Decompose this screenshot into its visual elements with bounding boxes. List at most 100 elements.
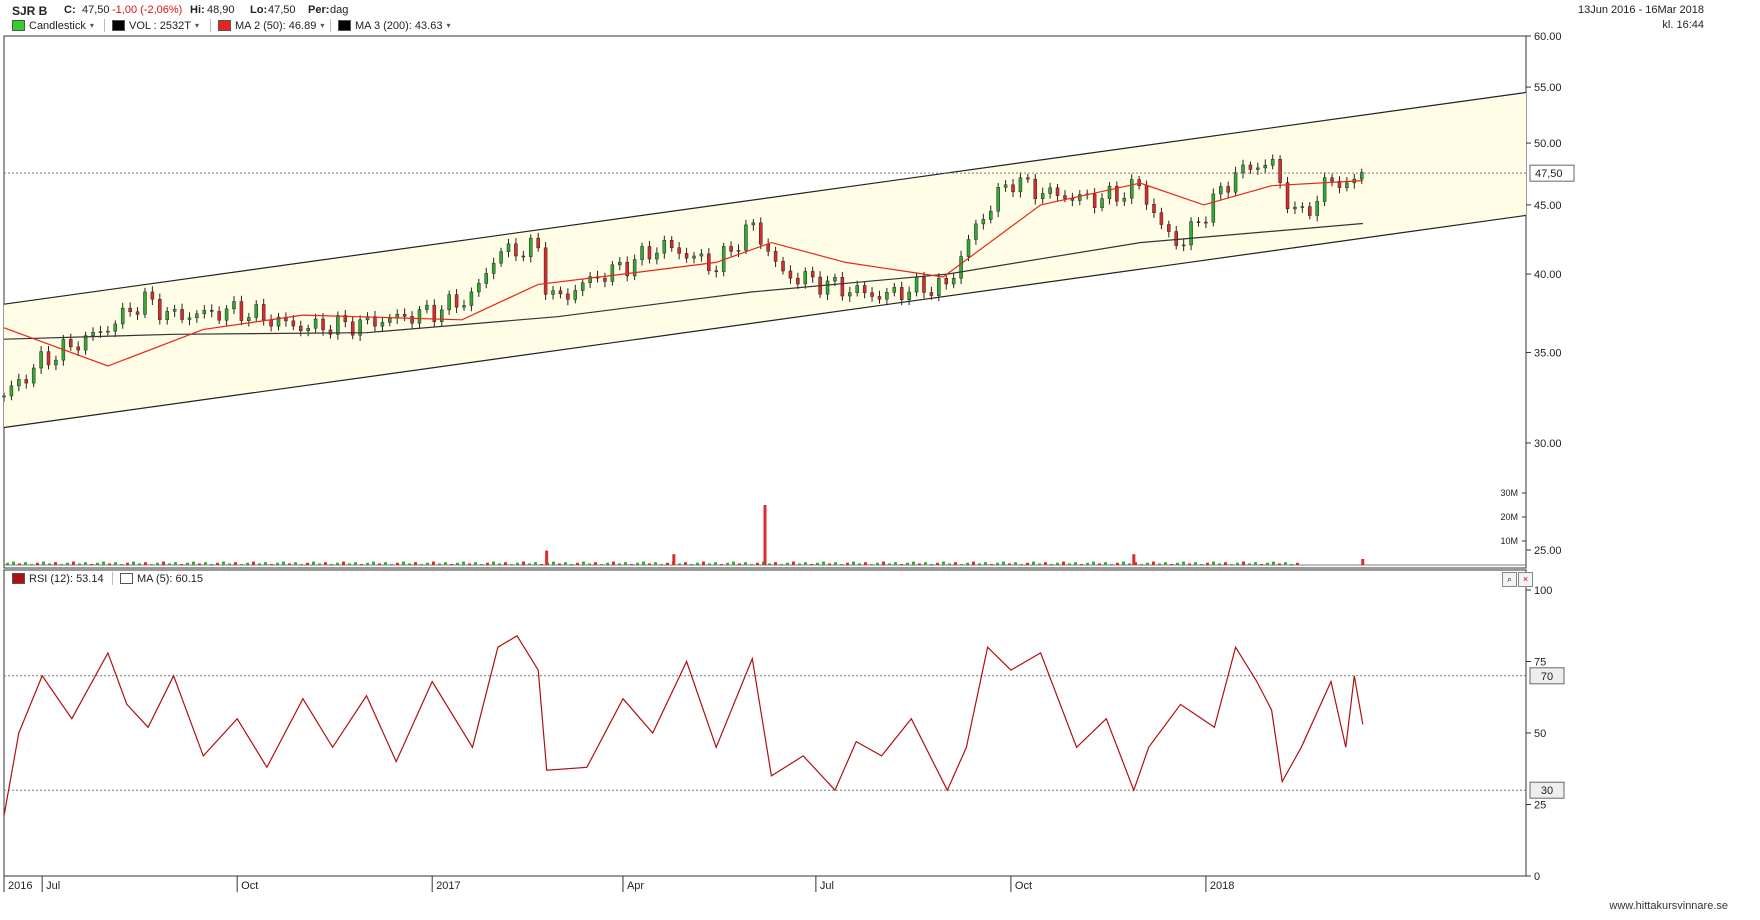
candle-body — [618, 261, 622, 266]
volume-bar — [444, 562, 447, 565]
ticker-label: SJR B — [12, 4, 48, 18]
candle-body — [417, 309, 422, 324]
volume-bar — [738, 563, 741, 565]
rsi-level-tag — [1529, 667, 1565, 685]
volume-bar — [582, 561, 585, 565]
volume-tick-label: 10M — [1500, 536, 1518, 546]
volume-bar — [180, 564, 183, 565]
legend-ma50[interactable]: MA 2 (50): 46.89 ▾ — [218, 19, 324, 32]
volume-bar — [714, 562, 717, 565]
candle-body — [373, 316, 377, 327]
candlestick-swatch — [12, 20, 25, 31]
time-label: kl. 16:44 — [1662, 19, 1704, 31]
volume-bar — [1080, 564, 1083, 565]
candle-body — [343, 315, 348, 323]
volume-bar — [786, 562, 789, 565]
volume-bar — [204, 562, 207, 565]
volume-bar — [1086, 562, 1089, 565]
volume-bar — [852, 561, 855, 565]
candle-body — [640, 246, 644, 260]
candle-body — [959, 256, 963, 279]
candle-body — [158, 298, 162, 320]
volume-bar — [912, 561, 915, 565]
volume-bar — [948, 563, 951, 565]
volume-bar — [1038, 563, 1041, 565]
volume-bar — [1002, 561, 1005, 565]
volume-bar — [870, 564, 873, 565]
candle-body — [514, 243, 518, 257]
volume-bar — [18, 563, 21, 565]
candle-body — [1248, 164, 1253, 170]
volume-bar — [516, 562, 519, 565]
candle-body — [1159, 212, 1164, 225]
volume-swatch — [112, 20, 125, 31]
volume-bar — [606, 562, 609, 565]
candle-body — [707, 253, 711, 272]
volume-bar — [966, 562, 969, 565]
volume-bar — [414, 562, 417, 565]
candle-body — [135, 311, 140, 315]
rsi-level-label: 30 — [1541, 785, 1553, 797]
legend-volume[interactable]: VOL : 2532T ▾ — [112, 19, 199, 32]
volume-bar — [1050, 564, 1053, 565]
last-price-value: 47,50 — [1535, 168, 1563, 180]
volume-bar — [1122, 561, 1125, 565]
volume-bar — [216, 562, 219, 565]
price-axis: 60.00 55.00 50.00 45.00 40.00 35.00 30.00 25.00 — [1526, 31, 1562, 557]
legend-ma200[interactable]: MA 3 (200): 43.63 ▾ — [338, 19, 450, 32]
candle-body — [862, 285, 867, 293]
volume-bar — [78, 563, 81, 565]
candle-body — [1293, 206, 1297, 210]
price-tick-label: 55.00 — [1534, 82, 1562, 94]
chevron-down-icon[interactable]: ▾ — [446, 21, 451, 30]
candle-body — [336, 315, 340, 335]
volume-bar — [336, 562, 339, 565]
candle-body — [358, 319, 362, 336]
volume-bar — [108, 563, 111, 565]
candle-body — [143, 291, 147, 315]
chevron-down-icon[interactable]: ▾ — [320, 21, 325, 30]
volume-bar — [1068, 563, 1071, 565]
volume-bar — [588, 563, 591, 565]
volume-bar — [720, 564, 723, 565]
chevron-down-icon[interactable]: ▾ — [89, 21, 94, 30]
candle-body — [1337, 180, 1342, 188]
volume-bar — [96, 562, 99, 565]
volume-bar — [354, 562, 357, 565]
candle-body — [276, 316, 281, 327]
volume-bar — [900, 564, 903, 565]
volume-bar — [186, 562, 189, 565]
volume-bar — [630, 564, 633, 565]
volume-bar — [1044, 562, 1047, 565]
rsi-tick-label: 100 — [1534, 585, 1552, 597]
volume-bar — [1092, 561, 1095, 565]
candle-body — [1330, 177, 1334, 182]
volume-bar — [798, 563, 801, 565]
legend-candlestick[interactable]: Candlestick ▾ — [12, 19, 94, 32]
candle-body — [929, 292, 934, 296]
volume-bar — [924, 562, 927, 565]
volume-bar — [198, 563, 201, 565]
chevron-down-icon[interactable]: ▾ — [194, 21, 199, 30]
volume-bar — [654, 562, 657, 565]
legend-rsi-ma[interactable]: MA (5): 60.15 — [120, 572, 203, 585]
candle-body — [610, 264, 615, 282]
price-tick-label: 40.00 — [1534, 269, 1562, 281]
high-label: Hi: — [190, 4, 205, 16]
candle-body — [1063, 195, 1067, 199]
candle-body — [736, 249, 741, 252]
candle-body — [1278, 159, 1282, 183]
volume-bar — [144, 562, 147, 565]
candle-body — [870, 292, 874, 297]
candle-body — [209, 309, 214, 312]
candle-body — [380, 322, 385, 327]
volume-bar — [306, 562, 309, 565]
zoom-icon[interactable]: ⌕ — [1502, 572, 1517, 587]
candle-body — [603, 277, 607, 282]
volume-bar — [600, 564, 603, 565]
legend-rsi[interactable]: RSI (12): 53.14 — [12, 572, 104, 585]
close-panel-icon[interactable]: × — [1518, 572, 1533, 587]
volume-bar — [282, 561, 285, 565]
volume-bar — [276, 562, 279, 565]
volume-bar — [1062, 561, 1065, 565]
